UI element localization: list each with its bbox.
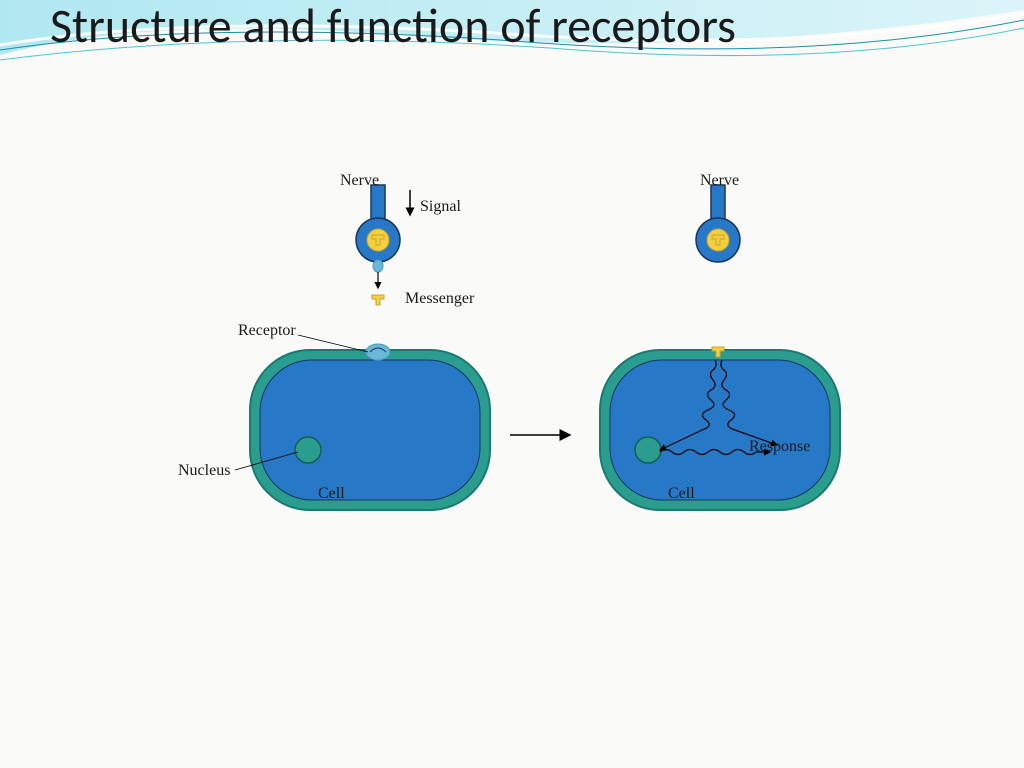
- receptor-bulge: [366, 344, 390, 360]
- page-title: Structure and function of receptors: [50, 0, 736, 53]
- nerve-terminal-left: [356, 185, 400, 272]
- label-messenger: Messenger: [405, 290, 474, 308]
- messenger-free: [372, 272, 384, 305]
- label-cell-left: Cell: [318, 485, 345, 503]
- label-receptor: Receptor: [238, 322, 296, 340]
- label-nerve-left: Nerve: [340, 172, 379, 190]
- label-nucleus: Nucleus: [178, 462, 230, 480]
- label-signal: Signal: [420, 198, 461, 216]
- panel-before: [235, 185, 490, 510]
- diagram-container: Nerve Signal Messenger Receptor Nucleus …: [180, 160, 900, 560]
- label-cell-right: Cell: [668, 485, 695, 503]
- panel-after: [600, 185, 840, 510]
- label-nerve-right: Nerve: [700, 172, 739, 190]
- cell-left: [250, 344, 490, 510]
- label-response: Response: [749, 438, 810, 456]
- nucleus-right: [635, 437, 661, 463]
- cell-right: [600, 347, 840, 510]
- nucleus-left: [295, 437, 321, 463]
- nerve-terminal-right: [696, 185, 740, 262]
